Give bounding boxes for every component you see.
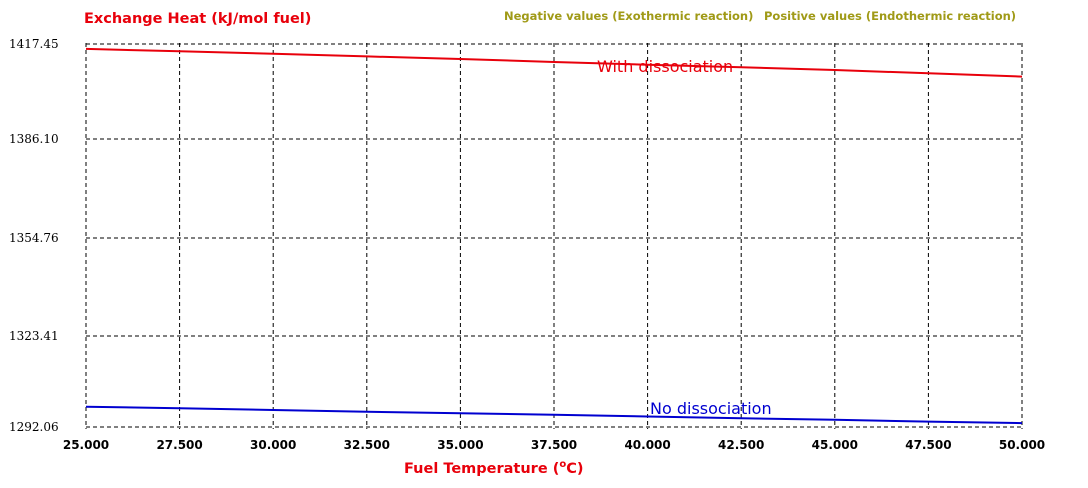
x-tick-label: 40.000 [624, 438, 670, 452]
x-tick-label: 47.500 [905, 438, 951, 452]
note-positive: Positive values (Endothermic reaction) [764, 9, 1016, 23]
y-axis-label: Exchange Heat (kJ/mol fuel) [84, 11, 311, 27]
x-tick-label: 45.000 [812, 438, 858, 452]
grid [85, 43, 1023, 429]
x-tick-label: 42.500 [718, 438, 764, 452]
x-axis-label-base: Fuel Temperature ( [404, 461, 559, 477]
series-line-with-dissociation [85, 47, 1023, 78]
series-label-no-dissociation: No dissociation [650, 399, 772, 418]
x-tick-label: 35.000 [437, 438, 483, 452]
series-line-no-dissociation [85, 405, 1023, 425]
x-axis-label-sup: o [559, 459, 566, 470]
y-tick-label: 1417.45 [9, 37, 59, 51]
tick-labels: 25.000 27.500 30.000 32.500 35.000 37.500 40.0… [9, 37, 1045, 452]
x-tick-label: 50.000 [999, 438, 1045, 452]
y-tick-label: 1354.76 [9, 231, 59, 245]
x-axis-label-tail: C) [566, 461, 583, 477]
x-tick-label: 30.000 [250, 438, 296, 452]
series-label-with-dissociation: With dissociation [597, 57, 733, 76]
note-negative: Negative values (Exothermic reaction) [504, 9, 753, 23]
y-tick-label: 1386.10 [9, 132, 59, 146]
x-tick-label: 25.000 [63, 438, 109, 452]
x-tick-label: 37.500 [531, 438, 577, 452]
y-tick-label: 1323.41 [9, 329, 59, 343]
series-layer [85, 47, 1023, 425]
x-axis-label: Fuel Temperature (oC) [404, 459, 584, 477]
x-tick-label: 32.500 [344, 438, 390, 452]
y-tick-label: 1292.06 [9, 420, 59, 434]
x-tick-label: 27.500 [156, 438, 202, 452]
